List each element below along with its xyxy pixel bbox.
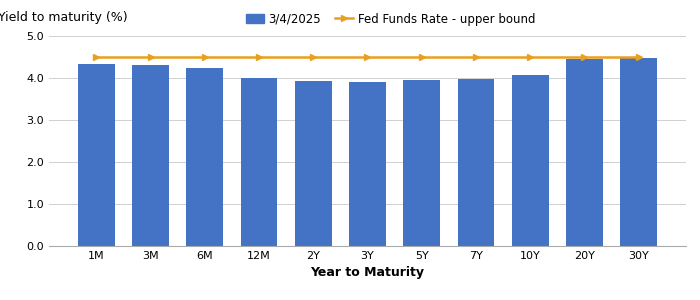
- Bar: [78, 64, 115, 246]
- Bar: [295, 81, 332, 246]
- Bar: [186, 68, 223, 246]
- Bar: [620, 58, 657, 246]
- X-axis label: Year to Maturity: Year to Maturity: [311, 266, 424, 279]
- Bar: [241, 78, 277, 246]
- Bar: [512, 76, 549, 246]
- Bar: [349, 82, 386, 246]
- Bar: [403, 80, 440, 246]
- Legend: 3/4/2025, Fed Funds Rate - upper bound: 3/4/2025, Fed Funds Rate - upper bound: [246, 13, 536, 26]
- Text: Yield to maturity (%): Yield to maturity (%): [0, 11, 127, 24]
- Bar: [132, 65, 169, 246]
- Bar: [566, 59, 603, 246]
- Bar: [458, 79, 494, 246]
